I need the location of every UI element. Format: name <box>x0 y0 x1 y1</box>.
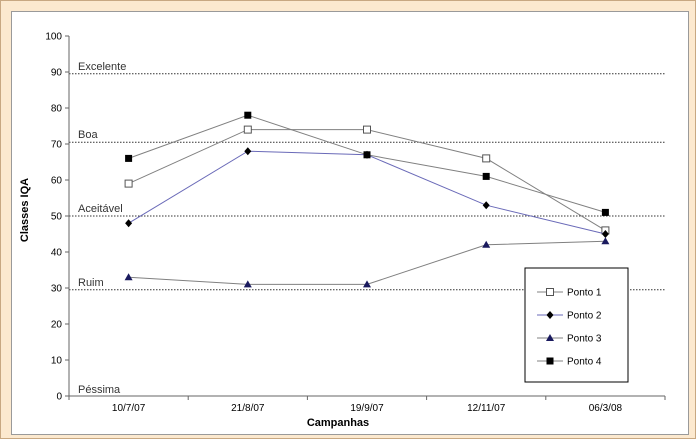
x-axis-label: Campanhas <box>307 417 369 429</box>
legend-label: Ponto 2 <box>567 311 602 322</box>
class-lines: Excelente Boa Aceitável Ruim Péssima <box>69 61 665 396</box>
legend-box <box>524 267 629 383</box>
data-point-ponto-1 <box>482 154 491 163</box>
data-point-ponto-1 <box>363 125 371 134</box>
legend-item: Ponto 4 <box>537 357 602 368</box>
data-point-ponto-4 <box>482 172 490 180</box>
data-point-ponto-2 <box>244 147 252 156</box>
y-tick-label: 50 <box>51 212 63 223</box>
legend-label: Ponto 4 <box>567 357 602 368</box>
data-point-ponto-4 <box>546 357 554 365</box>
data-point-ponto-1 <box>243 125 252 134</box>
class-label: Boa <box>78 129 98 141</box>
class-label: Ruim <box>78 277 104 289</box>
y-tick-label: 100 <box>45 32 62 43</box>
series-ponto-2 <box>125 147 609 238</box>
class-label: Péssima <box>78 384 121 396</box>
y-tick-label: 80 <box>51 104 63 115</box>
data-point-ponto-4 <box>363 151 371 159</box>
data-point-ponto-4 <box>125 154 133 162</box>
data-point-ponto-3 <box>243 280 252 288</box>
x-tick-label: 06/3/08 <box>589 403 623 414</box>
series-ponto-4 <box>125 111 609 216</box>
data-point-ponto-4 <box>601 208 609 216</box>
y-tick-label: 90 <box>51 68 63 79</box>
x-tick-label: 12/11/07 <box>467 403 506 414</box>
axes: 0 10 20 30 40 50 60 70 80 90 100 10/7/07 21/8/07 19/9… <box>45 32 666 414</box>
data-point-ponto-1 <box>124 179 133 188</box>
x-tick-label: 21/8/07 <box>231 403 265 414</box>
y-tick-label: 0 <box>56 392 62 403</box>
data-point-ponto-2 <box>125 219 133 228</box>
y-tick-label: 30 <box>51 284 63 295</box>
data-point-ponto-2 <box>546 311 554 319</box>
legend: Ponto 1 Ponto 2 Ponto 3 Ponto 4 <box>524 267 629 383</box>
data-point-ponto-3 <box>482 240 491 248</box>
data-point-ponto-1 <box>546 288 554 296</box>
x-tick-label: 10/7/07 <box>112 403 146 414</box>
legend-label: Ponto 3 <box>567 334 602 345</box>
y-axis-label: Classes IQA <box>19 178 31 242</box>
legend-item: Ponto 2 <box>537 311 602 322</box>
data-point-ponto-3 <box>363 280 371 288</box>
legend-label: Ponto 1 <box>567 288 602 299</box>
legend-item: Ponto 3 <box>537 334 602 345</box>
data-point-ponto-4 <box>244 111 252 119</box>
chart-area: Excelente Boa Aceitável Ruim Péssima 0 10 20 30… <box>11 11 689 435</box>
y-tick-label: 70 <box>51 140 63 151</box>
data-point-ponto-3 <box>601 237 610 245</box>
data-point-ponto-2 <box>601 230 609 238</box>
y-tick-label: 10 <box>51 356 63 367</box>
y-tick-label: 60 <box>51 176 63 187</box>
series-line <box>128 150 606 235</box>
x-tick-label: 19/9/07 <box>350 403 384 414</box>
data-point-ponto-3 <box>124 273 133 281</box>
y-tick-label: 40 <box>51 248 63 259</box>
class-label: Aceitável <box>78 203 123 215</box>
series-group <box>124 111 610 288</box>
data-point-ponto-2 <box>482 201 490 210</box>
legend-item: Ponto 1 <box>537 288 602 299</box>
class-label: Excelente <box>78 61 126 73</box>
data-point-ponto-3 <box>546 334 554 341</box>
y-tick-label: 20 <box>51 320 63 331</box>
chart-svg: Excelente Boa Aceitável Ruim Péssima 0 10 20 30… <box>19 32 666 429</box>
series-ponto-3 <box>124 237 610 288</box>
